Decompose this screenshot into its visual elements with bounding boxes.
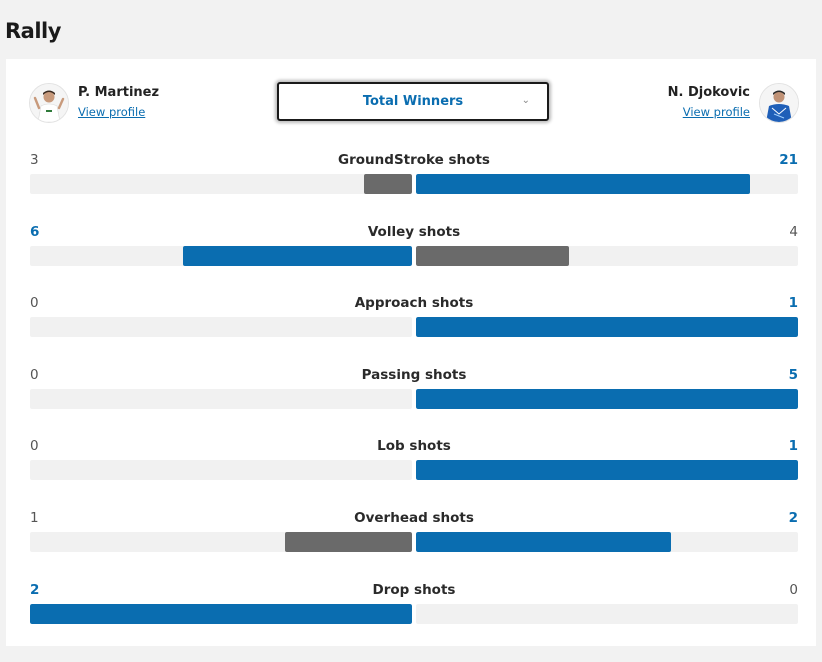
stat-right-bar xyxy=(416,174,751,194)
stat-label: GroundStroke shots xyxy=(338,152,490,168)
stat-left-track xyxy=(30,246,412,266)
stat-left-track xyxy=(30,317,412,337)
stat-left-value: 3 xyxy=(30,152,39,168)
player-right-name: N. Djokovic xyxy=(667,85,750,100)
stat-right-value: 2 xyxy=(788,510,798,526)
stat-left-bar xyxy=(364,174,412,194)
stat-right-track xyxy=(416,174,798,194)
stat-right-bar xyxy=(416,317,798,337)
stat-row: 3 GroundStroke shots 21 xyxy=(30,152,798,194)
stat-right-track xyxy=(416,532,798,552)
stat-right-value: 21 xyxy=(779,152,798,168)
stat-right-value: 0 xyxy=(789,582,798,598)
stat-label: Overhead shots xyxy=(354,510,474,526)
player-left-avatar[interactable] xyxy=(29,83,69,123)
stat-left-bar xyxy=(284,532,412,552)
stat-left-track xyxy=(30,604,412,624)
stat-right-value: 1 xyxy=(788,295,798,311)
stat-label: Passing shots xyxy=(361,367,467,383)
player-right-profile-link[interactable]: View profile xyxy=(682,105,750,119)
rally-card: P. Martinez View profile Total Winners ⌄… xyxy=(6,59,816,646)
player-right: N. Djokovic View profile xyxy=(668,83,799,123)
stat-label: Lob shots xyxy=(377,438,451,454)
stat-row: 2 Drop shots 0 xyxy=(30,582,798,624)
stat-type-selected: Total Winners xyxy=(362,94,464,109)
stat-left-bar xyxy=(30,604,412,624)
player-right-avatar[interactable] xyxy=(759,83,799,123)
stat-label: Approach shots xyxy=(354,295,474,311)
stat-right-bar xyxy=(416,246,569,266)
section-title: Rally xyxy=(5,19,61,43)
stat-right-track xyxy=(416,389,798,409)
stat-right-track xyxy=(416,460,798,480)
stat-right-track xyxy=(416,604,798,624)
stat-type-dropdown[interactable]: Total Winners ⌄ xyxy=(277,82,549,121)
stat-right-value: 1 xyxy=(788,438,798,454)
stat-row: 0 Lob shots 1 xyxy=(30,438,798,480)
stat-row: 0 Passing shots 5 xyxy=(30,367,798,409)
chevron-down-icon: ⌄ xyxy=(521,95,530,106)
stat-left-value: 0 xyxy=(30,367,39,383)
stat-left-value: 0 xyxy=(30,295,39,311)
stat-right-bar xyxy=(416,532,671,552)
stat-row: 0 Approach shots 1 xyxy=(30,295,798,337)
stat-right-value: 4 xyxy=(789,224,798,240)
stat-label: Drop shots xyxy=(372,582,456,598)
stat-right-track xyxy=(416,317,798,337)
player-left-name: P. Martinez xyxy=(78,85,160,100)
stat-right-value: 5 xyxy=(788,367,798,383)
stat-left-track xyxy=(30,460,412,480)
stat-right-track xyxy=(416,246,798,266)
stat-label: Volley shots xyxy=(367,224,461,240)
stat-left-track xyxy=(30,174,412,194)
stat-left-track xyxy=(30,389,412,409)
stat-row: 1 Overhead shots 2 xyxy=(30,510,798,552)
stat-left-value: 0 xyxy=(30,438,39,454)
stat-row: 6 Volley shots 4 xyxy=(30,224,798,266)
stat-left-value: 2 xyxy=(30,582,40,598)
stat-left-value: 6 xyxy=(30,224,40,240)
stat-left-value: 1 xyxy=(30,510,39,526)
stat-left-bar xyxy=(182,246,412,266)
player-left-profile-link[interactable]: View profile xyxy=(78,105,146,119)
stat-right-bar xyxy=(416,460,798,480)
player-left: P. Martinez View profile xyxy=(29,83,159,123)
stat-left-track xyxy=(30,532,412,552)
stat-right-bar xyxy=(416,389,798,409)
